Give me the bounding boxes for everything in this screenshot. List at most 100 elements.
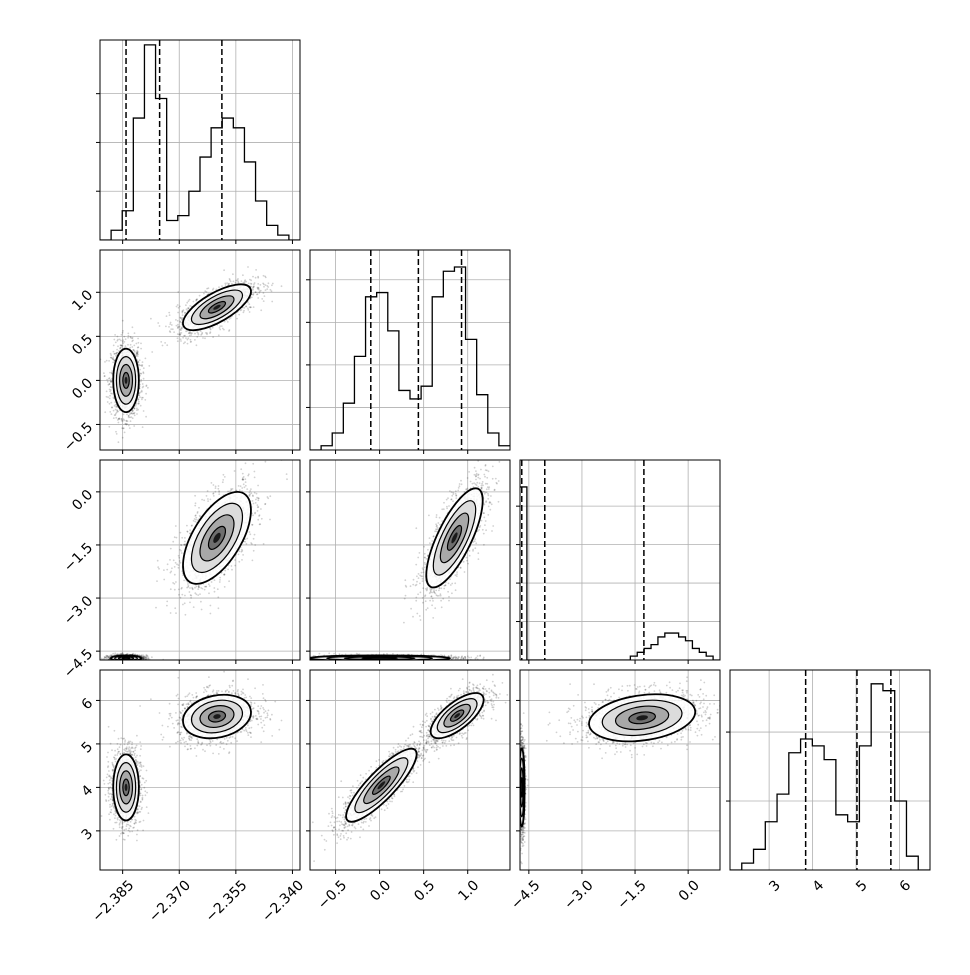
sample-point: [184, 312, 186, 314]
sample-point: [212, 336, 214, 338]
sample-point: [122, 343, 124, 345]
sample-point: [191, 332, 193, 334]
sample-point: [228, 283, 230, 285]
sample-point: [257, 485, 259, 487]
sample-point: [169, 559, 171, 561]
sample-point: [188, 300, 190, 302]
sample-point: [177, 340, 179, 342]
sample-point: [215, 491, 217, 493]
sample-point: [206, 291, 208, 293]
sample-point: [109, 411, 111, 413]
sample-point: [252, 560, 254, 562]
sample-point: [143, 372, 145, 374]
sample-point: [121, 420, 123, 422]
sample-point: [256, 497, 258, 499]
sample-point: [177, 291, 179, 293]
sample-point: [168, 312, 170, 314]
sample-point: [232, 273, 234, 275]
sample-point: [249, 311, 251, 313]
sample-point: [178, 307, 180, 309]
sample-point: [122, 320, 124, 322]
sample-point: [261, 518, 263, 520]
sample-point: [127, 335, 129, 337]
sample-point: [106, 379, 108, 381]
sample-point: [241, 551, 243, 553]
sample-point: [128, 660, 130, 662]
sample-point: [180, 329, 182, 331]
sample-point: [130, 420, 132, 422]
sample-point: [145, 416, 147, 418]
panel-frame: [100, 40, 300, 240]
sample-point: [264, 276, 266, 278]
sample-point: [169, 323, 171, 325]
sample-point: [132, 661, 134, 663]
sample-point: [126, 420, 128, 422]
sample-point: [222, 479, 224, 481]
sample-point: [143, 658, 145, 660]
sample-point: [246, 543, 248, 545]
sample-point: [271, 290, 273, 292]
sample-point: [243, 307, 245, 309]
sample-point: [122, 437, 124, 439]
sample-point: [200, 330, 202, 332]
sample-point: [243, 310, 245, 312]
sample-point: [121, 427, 123, 429]
sample-point: [103, 372, 105, 374]
sample-point: [218, 334, 220, 336]
sample-point: [194, 495, 196, 497]
sample-point: [166, 315, 168, 317]
sample-point: [131, 661, 133, 663]
sample-point: [201, 609, 203, 611]
sample-point: [141, 654, 143, 656]
sample-point: [259, 291, 261, 293]
sample-point: [136, 660, 138, 662]
sample-point: [109, 655, 111, 657]
sample-point: [113, 345, 115, 347]
sample-point: [120, 340, 122, 342]
sample-point: [248, 303, 250, 305]
sample-point: [118, 661, 120, 663]
sample-point: [255, 502, 257, 504]
sample-point: [173, 331, 175, 333]
sample-point: [136, 343, 138, 345]
sample-point: [252, 495, 254, 497]
sample-point: [130, 661, 132, 663]
sample-point: [190, 339, 192, 341]
sample-point: [219, 579, 221, 581]
sample-point: [252, 294, 254, 296]
sample-point: [179, 326, 181, 328]
sample-point: [112, 661, 114, 663]
sample-point: [128, 661, 130, 663]
sample-point: [212, 289, 214, 291]
sample-point: [246, 488, 248, 490]
sample-point: [206, 495, 208, 497]
sample-point: [142, 383, 144, 385]
histogram-step-2: [520, 487, 720, 660]
sample-point: [113, 339, 115, 341]
sample-point: [221, 285, 223, 287]
sample-point: [185, 337, 187, 339]
sample-point: [124, 341, 126, 343]
sample-point: [180, 597, 182, 599]
sample-point: [179, 334, 181, 336]
histogram-panel-2: [520, 460, 720, 660]
sample-point: [104, 375, 106, 377]
sample-point: [115, 355, 117, 357]
sample-point: [114, 661, 116, 663]
sample-point: [238, 554, 240, 556]
sample-point: [112, 362, 114, 364]
sample-point: [159, 325, 161, 327]
sample-point: [219, 327, 221, 329]
sample-point: [170, 322, 172, 324]
sample-point: [142, 426, 144, 428]
sample-point: [133, 413, 135, 415]
sample-point: [119, 661, 121, 663]
sample-point: [271, 284, 273, 286]
sample-point: [137, 355, 139, 357]
sample-point: [182, 314, 184, 316]
sample-point: [134, 350, 136, 352]
sample-point: [139, 359, 141, 361]
sample-point: [128, 661, 130, 663]
sample-point: [128, 425, 130, 427]
